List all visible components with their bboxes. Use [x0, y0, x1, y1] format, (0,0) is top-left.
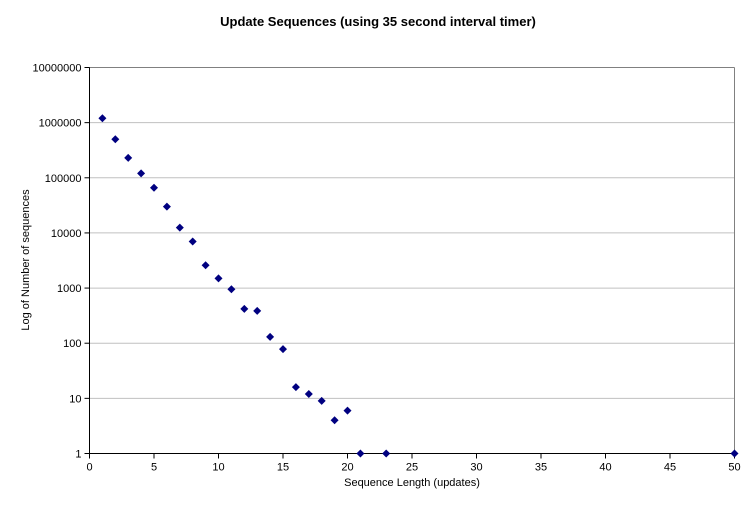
data-point — [240, 304, 249, 313]
plot-background — [89, 67, 735, 454]
x-axis-title: Sequence Length (updates) — [344, 477, 480, 489]
data-point — [279, 345, 287, 354]
y-tick-label: 100 — [63, 338, 81, 350]
y-tick-label: 100000 — [45, 173, 82, 185]
data-point — [175, 223, 184, 232]
data-point — [214, 274, 223, 283]
y-tick-label: 10000 — [51, 228, 82, 240]
x-tick-label: 45 — [664, 462, 676, 474]
x-tick-label: 0 — [86, 462, 92, 474]
y-tick-label: 1000 — [57, 283, 81, 295]
data-point — [730, 449, 739, 458]
data-point — [304, 389, 313, 398]
chart-title: Update Sequences (using 35 second interv… — [220, 14, 536, 29]
data-point — [111, 135, 120, 144]
x-tick-label: 50 — [728, 462, 740, 474]
x-tick-label: 20 — [341, 462, 353, 474]
y-axis-title: Log of Number of sequences — [20, 189, 32, 331]
data-point — [266, 332, 275, 341]
x-tick-label: 25 — [406, 462, 418, 474]
data-point — [137, 169, 146, 178]
x-tick-label: 5 — [151, 462, 157, 474]
data-point — [201, 261, 210, 270]
y-tick-label: 10 — [69, 393, 81, 405]
data-point — [124, 153, 133, 162]
x-tick-label: 35 — [535, 462, 547, 474]
data-point — [291, 383, 300, 392]
data-point — [150, 183, 158, 192]
y-tick-label: 10000000 — [33, 63, 82, 75]
data-point — [382, 449, 391, 458]
data-point — [162, 202, 171, 211]
x-tick-label: 40 — [599, 462, 611, 474]
x-tick-label: 30 — [470, 462, 482, 474]
data-point — [253, 306, 262, 315]
x-tick-label: 15 — [277, 462, 289, 474]
data-point — [98, 114, 107, 123]
x-tick-label: 10 — [212, 462, 224, 474]
data-point — [343, 406, 352, 415]
y-tick-label: 1000000 — [39, 118, 82, 130]
data-point — [188, 237, 197, 246]
data-point — [330, 416, 339, 425]
data-point — [317, 396, 326, 405]
data-point — [227, 285, 236, 294]
y-tick-label: 1 — [75, 449, 81, 461]
data-point — [356, 449, 365, 458]
